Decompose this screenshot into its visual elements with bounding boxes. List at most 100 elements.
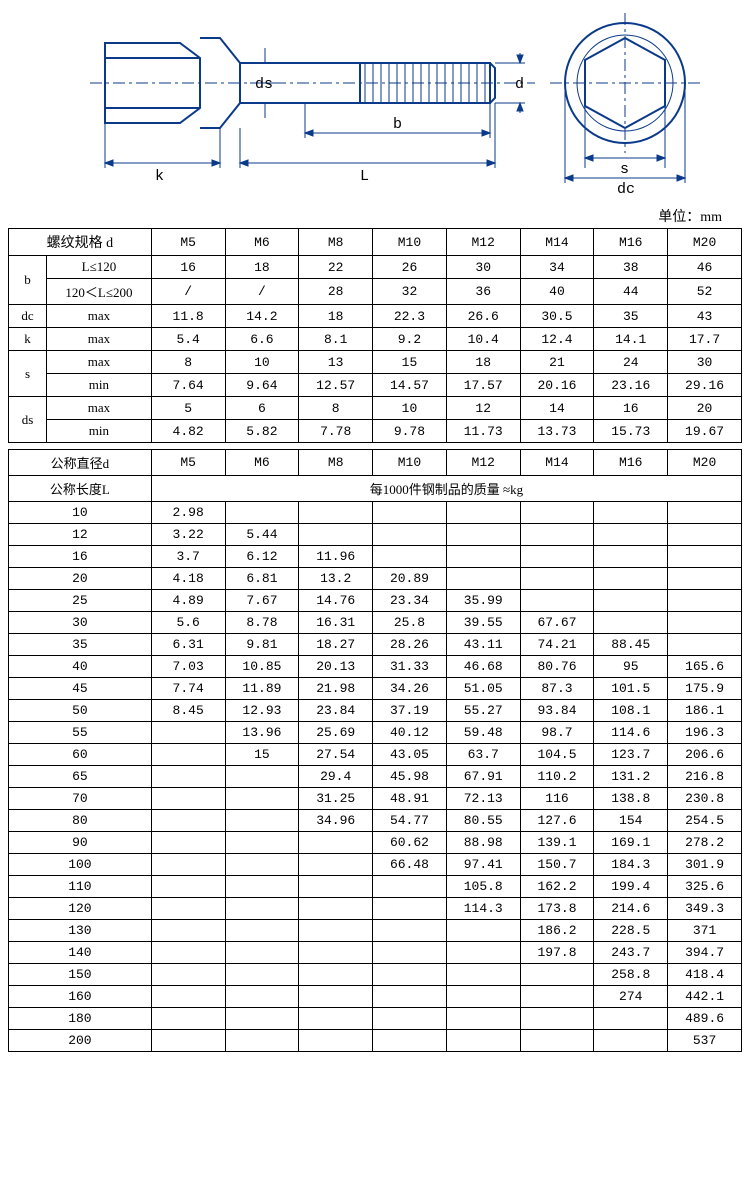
length-cell: 16 [9,546,152,568]
value-cell: 9.81 [225,634,299,656]
length-cell: 60 [9,744,152,766]
value-cell: 67.67 [520,612,594,634]
value-cell [668,590,742,612]
length-cell: 130 [9,920,152,942]
value-cell: 93.84 [520,700,594,722]
size-header: M10 [373,229,447,256]
value-cell: 418.4 [668,964,742,986]
thread-spec-header: 螺纹规格 d [9,229,152,256]
value-cell: 11.89 [225,678,299,700]
value-cell: 138.8 [594,788,668,810]
value-cell: 10.85 [225,656,299,678]
value-cell: 18 [225,256,299,279]
value-cell: 35 [594,305,668,328]
table-row: 120＜L≤200//283236404452 [9,279,742,305]
value-cell: 24 [594,351,668,374]
table-row: 160274442.1 [9,986,742,1008]
value-cell: 23.16 [594,374,668,397]
value-cell [299,854,373,876]
value-cell: 40.12 [373,722,447,744]
length-cell: 160 [9,986,152,1008]
table-row: smax810131518212430 [9,351,742,374]
length-cell: 40 [9,656,152,678]
value-cell: 22.3 [373,305,447,328]
value-cell: 116 [520,788,594,810]
value-cell [299,986,373,1008]
value-cell: 46 [668,256,742,279]
value-cell: 104.5 [520,744,594,766]
value-cell: 13.2 [299,568,373,590]
value-cell: 127.6 [520,810,594,832]
value-cell: 12.57 [299,374,373,397]
value-cell: 186.2 [520,920,594,942]
value-cell [225,1030,299,1052]
dim-b: b [393,116,402,133]
value-cell: 55.27 [446,700,520,722]
value-cell: 52 [668,279,742,305]
value-cell: 162.2 [520,876,594,898]
value-cell: 12.93 [225,700,299,722]
value-cell: 9.78 [373,420,447,443]
value-cell [373,942,447,964]
value-cell [594,612,668,634]
value-cell [594,590,668,612]
value-cell: 74.21 [520,634,594,656]
sub-label: 120＜L≤200 [47,279,152,305]
sub-label: min [47,420,152,443]
size-header: M5 [151,229,225,256]
sub-label: L≤120 [47,256,152,279]
size-header: M16 [594,450,668,476]
value-cell [151,854,225,876]
value-cell: 206.6 [668,744,742,766]
value-cell [151,986,225,1008]
value-cell: 14.76 [299,590,373,612]
value-cell: 301.9 [668,854,742,876]
value-cell: 8 [299,397,373,420]
table-row: bL≤1201618222630343846 [9,256,742,279]
length-cell: 30 [9,612,152,634]
value-cell [668,568,742,590]
value-cell: 8 [151,351,225,374]
table-row: 8034.9654.7780.55127.6154254.5 [9,810,742,832]
value-cell: 34 [520,256,594,279]
value-cell [299,1030,373,1052]
length-cell: 140 [9,942,152,964]
group-label: k [9,328,47,351]
value-cell: 31.25 [299,788,373,810]
value-cell: 98.7 [520,722,594,744]
value-cell [594,568,668,590]
value-cell: 48.91 [373,788,447,810]
value-cell: 114.3 [446,898,520,920]
value-cell: 17.57 [446,374,520,397]
table-row: 200537 [9,1030,742,1052]
table-row: kmax5.46.68.19.210.412.414.117.7 [9,328,742,351]
value-cell [373,898,447,920]
table-row: 公称长度L 每1000件钢制品的质量 ≈kg [9,476,742,502]
value-cell: 59.48 [446,722,520,744]
table-row: 356.319.8118.2728.2643.1174.2188.45 [9,634,742,656]
value-cell: 197.8 [520,942,594,964]
value-cell: 8.45 [151,700,225,722]
value-cell: 29.16 [668,374,742,397]
value-cell: 139.1 [520,832,594,854]
value-cell: 243.7 [594,942,668,964]
table-row: 140197.8243.7394.7 [9,942,742,964]
mass-header: 每1000件钢制品的质量 ≈kg [151,476,741,502]
value-cell: 7.64 [151,374,225,397]
length-cell: 70 [9,788,152,810]
value-cell: 28 [299,279,373,305]
value-cell [668,524,742,546]
value-cell: 175.9 [668,678,742,700]
value-cell: / [225,279,299,305]
length-cell: 100 [9,854,152,876]
value-cell: 254.5 [668,810,742,832]
value-cell [299,524,373,546]
value-cell: 60.62 [373,832,447,854]
size-header: M20 [668,450,742,476]
table-row: 508.4512.9323.8437.1955.2793.84108.1186.… [9,700,742,722]
value-cell [151,964,225,986]
value-cell [446,1008,520,1030]
length-cell: 20 [9,568,152,590]
table-row: 110105.8162.2199.4325.6 [9,876,742,898]
value-cell: 154 [594,810,668,832]
